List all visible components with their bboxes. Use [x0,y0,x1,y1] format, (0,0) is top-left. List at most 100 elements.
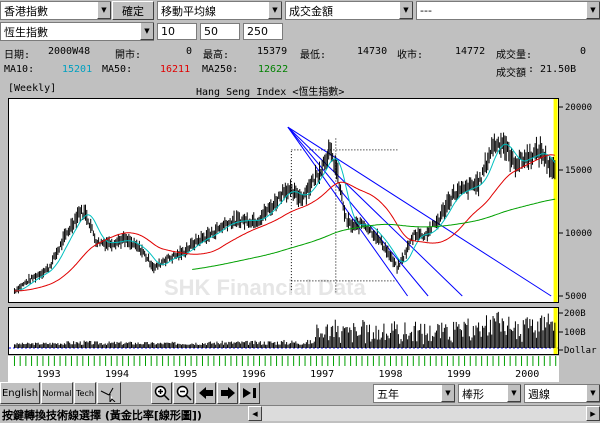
ma250-line [192,198,556,270]
arrow-left-icon [198,387,213,399]
high-value: 15379 [257,46,288,57]
year-label: 1995 [173,369,197,380]
arrow-right-icon [220,387,235,399]
zoom-in-icon [154,385,170,401]
indicator-select-value: 移動平均線 [161,4,216,18]
chart-type-select[interactable]: 棒形 ▼ [458,384,521,403]
scroll-right-button[interactable] [217,382,238,404]
year-label: 1998 [378,369,402,380]
year-label: 1999 [447,369,471,380]
index-select-value: 香港指數 [4,4,48,18]
ma250-label: MA250: [202,64,239,75]
ma10-value: 15201 [62,64,93,75]
year-label: 1994 [105,369,129,380]
status-text: 按鍵轉換技術線選擇 (黃金比率[線形圖]) [2,409,202,422]
confirm-button[interactable]: 確定 [112,1,154,20]
volume-select[interactable]: 成交金額 ▼ [285,1,413,20]
high-label: 最高: [203,50,230,61]
ma3-input[interactable]: 250 [243,23,283,40]
chevron-down-icon[interactable]: ▼ [399,2,413,19]
ma50-label: MA50: [102,64,133,75]
english-button[interactable]: English [0,382,40,404]
price-chart[interactable]: SHK Financial Data [9,99,558,302]
chevron-down-icon[interactable]: ▼ [268,2,282,19]
volume-tick-label: Dollar [564,346,597,356]
date-label: 日期: [4,50,31,61]
volume-axis: 200B 100B Dollar [559,309,597,356]
turnover-label: 成交額 [496,68,526,79]
open-value: 0 [186,46,193,57]
close-label: 收市: [397,50,424,61]
arrow-end-icon [242,388,256,398]
price-tick-label: 10000 [565,229,592,239]
scroll-left-button[interactable] [195,382,216,404]
scrollbar-left-button[interactable]: ◀ [248,406,262,421]
zoom-out-icon [176,385,192,401]
status-bar: 按鍵轉換技術線選擇 (黃金比率[線形圖]) ◀ ▶ [0,405,600,422]
chart-header: [Weekly] Hang Seng Index <恆生指數> [0,82,600,98]
price-chart-frame[interactable]: SHK Financial Data [8,98,559,303]
chart-title: Hang Seng Index <恆生指數> [196,87,345,98]
year-label: 1997 [310,369,334,380]
chevron-down-icon[interactable]: ▼ [586,385,600,402]
ma10-label: MA10: [4,64,35,75]
trend-line [287,126,408,297]
scrollbar-right-button[interactable]: ▶ [586,406,600,421]
period-label: [Weekly] [8,83,57,94]
zoom-out-button[interactable] [173,382,194,404]
jump-end-button[interactable] [239,382,260,404]
info-panel: 日期: 2000W48 開市: 0 最高: 15379 最低: 14730 收市… [0,45,600,79]
price-axis: 20000 15000 10000 5000 [559,103,592,302]
date-value: 2000W48 [48,46,91,57]
year-label: 1996 [242,369,266,380]
volume-chart[interactable] [9,308,558,354]
normal-button[interactable]: Normal [41,382,73,404]
scrollbar-track[interactable] [262,406,586,421]
index-select[interactable]: 香港指數 ▼ [0,1,111,20]
trend-line [287,126,429,297]
cursor-line [553,308,558,354]
chevron-down-icon[interactable]: ▼ [507,385,521,402]
chevron-down-icon[interactable]: ▼ [97,2,111,19]
time-axis: 1993 1994 1995 1996 1997 1998 1999 2000 [8,356,559,382]
ma10-line [14,143,556,292]
index-name-select[interactable]: 恆生指數 ▼ [0,22,154,41]
tech-button[interactable]: Tech [74,382,96,404]
extra-select-value: --- [420,4,432,17]
indicator-select[interactable]: 移動平均線 ▼ [157,1,282,20]
vol-value: 0 [580,46,587,57]
zoom-in-button[interactable] [151,382,172,404]
period-select-value: 五年 [377,387,399,401]
cursor-line [553,99,558,302]
ma1-input[interactable]: 10 [157,23,197,40]
turnover-value: : 21.50B [528,64,577,75]
period-select[interactable]: 五年 ▼ [373,384,455,403]
open-label: 開市: [115,50,142,61]
trendline-icon [100,387,116,402]
chevron-down-icon[interactable]: ▼ [441,385,455,402]
vol-label: 成交量: [496,50,533,61]
year-label: 1993 [37,369,61,380]
watermark: SHK Financial Data [164,275,366,300]
interval-select[interactable]: 週線 ▼ [524,384,600,403]
ma50-value: 16211 [160,64,191,75]
volume-tick-label: 200B [564,309,586,319]
volume-tick-label: 100B [564,328,586,338]
volume-select-value: 成交金額 [289,4,333,18]
chevron-down-icon[interactable]: ▼ [586,2,600,19]
close-value: 14772 [455,46,486,57]
low-label: 最低: [300,50,327,61]
price-tick-label: 15000 [565,166,592,176]
trendline-tool-button[interactable] [97,382,121,404]
extra-select[interactable]: --- ▼ [416,1,600,20]
low-value: 14730 [357,46,388,57]
ma250-value: 12622 [258,64,289,75]
interval-value: 週線 [528,387,550,401]
year-label: 2000 [515,369,539,380]
ma2-input[interactable]: 50 [200,23,240,40]
index-name-value: 恆生指數 [4,25,48,39]
trend-line [287,126,463,297]
chart-type-value: 棒形 [462,387,484,401]
chevron-down-icon[interactable]: ▼ [140,23,154,40]
volume-chart-frame[interactable] [8,307,559,355]
